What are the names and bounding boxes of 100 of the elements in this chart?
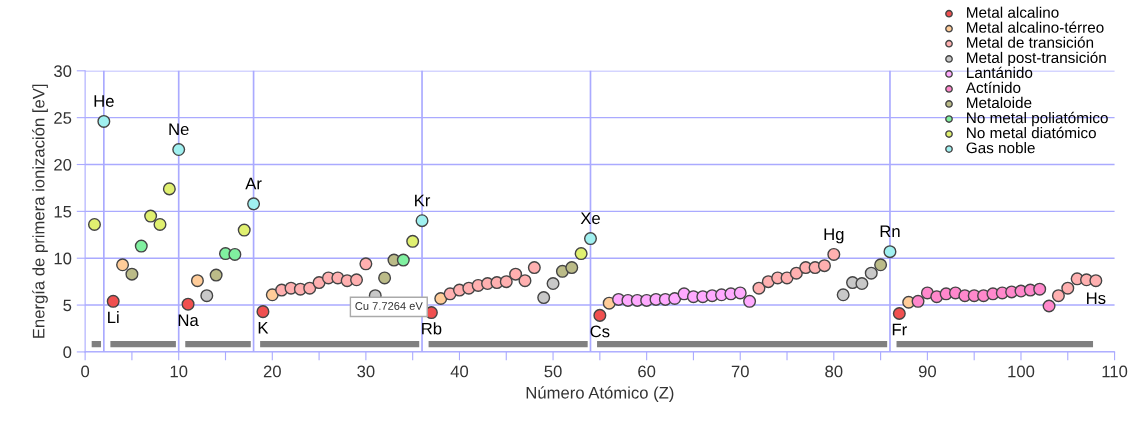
point <box>228 247 242 261</box>
annotation: Hg <box>824 228 844 244</box>
point <box>237 223 251 237</box>
point <box>312 276 326 290</box>
point <box>1051 289 1065 303</box>
point <box>499 275 513 289</box>
x-axis-title: Número Atómico (Z) <box>526 386 674 402</box>
point <box>396 253 410 267</box>
point <box>668 292 682 306</box>
legend-label: Actínido <box>965 81 1021 94</box>
point <box>583 232 597 246</box>
point <box>527 261 541 275</box>
legend-label: Gas noble <box>966 142 1035 154</box>
point <box>864 266 878 280</box>
point <box>1061 281 1075 295</box>
annotation: Rn <box>880 225 900 238</box>
x-tick-label: 50 <box>544 365 562 378</box>
point <box>359 257 373 271</box>
legend-label: Metal de transición <box>967 36 1094 48</box>
point <box>434 292 448 306</box>
annotation: Fr <box>892 323 907 336</box>
point <box>172 143 186 157</box>
annotation: Ne <box>169 123 189 136</box>
point <box>574 247 588 261</box>
x-tick-label: 0 <box>81 365 90 378</box>
point <box>743 294 757 308</box>
x-tick-label: 30 <box>357 365 375 378</box>
point <box>874 258 888 272</box>
legend-label: Metal post-transición <box>967 51 1106 67</box>
point <box>116 258 130 272</box>
point <box>883 245 897 259</box>
point <box>1033 282 1047 296</box>
point <box>153 217 167 231</box>
x-tick-label: 90 <box>918 365 937 378</box>
point <box>303 281 317 295</box>
point <box>733 286 747 300</box>
x-tick-label: 100 <box>1008 365 1035 378</box>
annotation: Hs <box>1087 292 1106 305</box>
point <box>817 259 831 273</box>
point <box>518 274 532 288</box>
point <box>752 281 766 295</box>
point <box>144 209 158 223</box>
y-tick-label: 10 <box>54 252 72 265</box>
annotation: He <box>94 95 114 107</box>
point <box>855 277 869 291</box>
point <box>200 289 214 303</box>
x-tick-label: 80 <box>825 365 843 378</box>
legend-label: No metal poliatómico <box>967 111 1108 127</box>
legend-label: Metaloide <box>967 96 1032 109</box>
point <box>415 214 429 228</box>
annotation: K <box>258 321 269 334</box>
point <box>892 306 906 321</box>
legend-label: Metal alcalino <box>967 6 1059 18</box>
x-tick-label: 20 <box>263 365 281 378</box>
legend-label: Lantánido <box>967 66 1033 79</box>
point <box>247 197 261 211</box>
point <box>125 267 139 281</box>
point <box>350 273 364 287</box>
annotation: Li <box>108 311 119 324</box>
point <box>134 239 148 253</box>
point <box>593 308 607 322</box>
annotation: Cu 7.7264 eV <box>355 302 423 310</box>
point <box>97 114 111 128</box>
y-tick-label: 0 <box>63 346 72 359</box>
annotation: Rb <box>422 322 442 335</box>
point <box>509 267 523 281</box>
point <box>537 291 551 305</box>
y-tick-label: 15 <box>54 205 72 218</box>
point <box>378 271 392 285</box>
annotation: Kr <box>415 194 431 207</box>
annotation: Xe <box>580 212 600 225</box>
point <box>789 266 803 280</box>
x-tick-label: 10 <box>170 365 188 378</box>
annotation: Cs <box>590 325 610 338</box>
point <box>406 234 420 248</box>
x-tick-label: 110 <box>1102 365 1128 378</box>
x-tick-label: 40 <box>450 365 469 378</box>
point <box>190 274 204 288</box>
y-tick-label: 20 <box>54 158 72 171</box>
y-tick-label: 25 <box>54 112 72 124</box>
point <box>546 277 560 291</box>
point <box>911 294 925 308</box>
point <box>87 217 101 231</box>
y-axis-title: Energía de primera ionización [eV] <box>32 84 48 338</box>
x-tick-label: 60 <box>638 365 656 378</box>
annotation: Ar <box>245 177 262 190</box>
y-tick-label: 30 <box>54 65 72 78</box>
x-tick-label: 70 <box>731 365 749 378</box>
point <box>162 182 176 196</box>
point <box>1042 299 1056 313</box>
point <box>1089 274 1103 288</box>
point <box>565 261 579 275</box>
legend-label: No metal diatómico <box>967 126 1096 139</box>
point <box>106 294 120 308</box>
point <box>836 288 850 302</box>
annotation: Na <box>178 314 199 327</box>
legend-label: Metal alcalino-térreo <box>967 21 1104 33</box>
point <box>256 305 270 319</box>
point <box>209 268 223 282</box>
y-tick-label: 5 <box>63 299 72 312</box>
